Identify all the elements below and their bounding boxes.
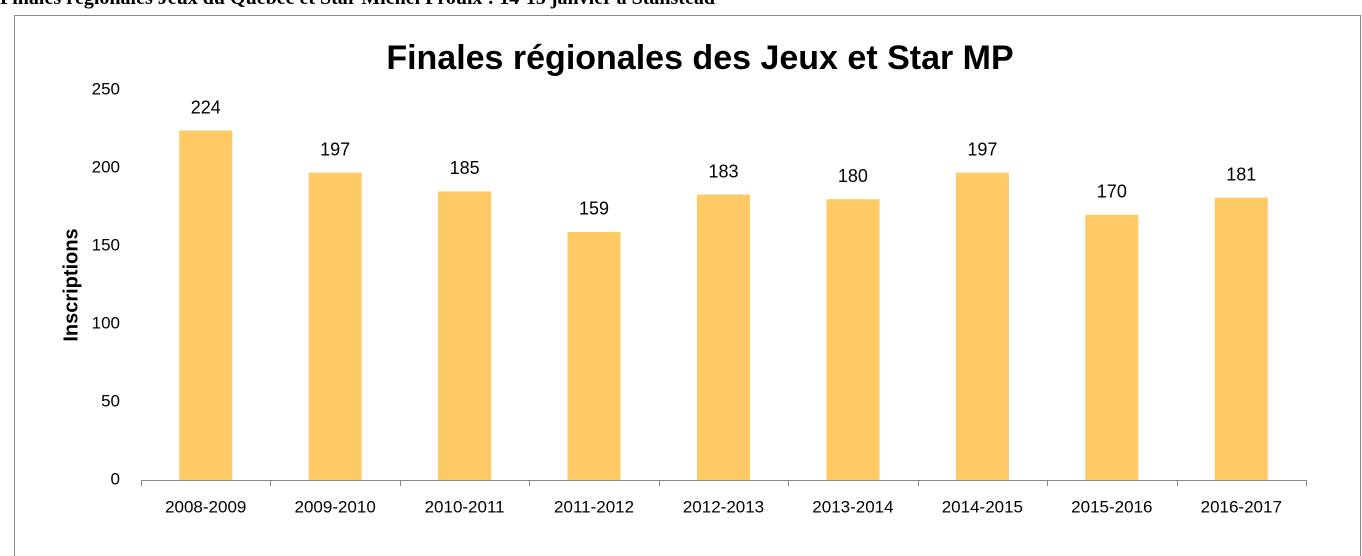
x-tick-label: 2015-2016 <box>1071 497 1152 516</box>
bar <box>1085 214 1139 481</box>
y-tick-label: 0 <box>111 469 120 488</box>
x-tick-label: 2014-2015 <box>942 497 1023 516</box>
x-tick-label: 2016-2017 <box>1201 497 1282 516</box>
x-tick-label: 2009-2010 <box>295 497 376 516</box>
value-label: 180 <box>838 166 868 186</box>
x-tick-label: 2013-2014 <box>812 497 893 516</box>
y-tick-label: 150 <box>92 235 120 254</box>
bar <box>1214 197 1268 480</box>
bar <box>826 199 880 480</box>
bar <box>567 231 621 480</box>
chart-title: Finales régionales des Jeux et Star MP <box>386 39 1013 77</box>
x-tick-label: 2012-2013 <box>683 497 764 516</box>
value-label: 224 <box>191 97 221 117</box>
value-label: 197 <box>967 139 997 159</box>
page-heading: Finales régionales Jeux du Québec et Sta… <box>0 0 715 10</box>
y-tick-label: 50 <box>101 391 120 410</box>
y-tick-label: 200 <box>92 157 120 176</box>
x-tick-label: 2008-2009 <box>165 497 246 516</box>
bar <box>308 172 362 480</box>
bar <box>955 172 1009 480</box>
x-tick-label: 2011-2012 <box>554 497 634 516</box>
value-label: 183 <box>708 161 738 181</box>
x-tick-label: 2010-2011 <box>425 497 505 516</box>
value-label: 159 <box>579 199 609 219</box>
bar <box>438 191 492 480</box>
bar <box>696 194 751 480</box>
y-axis-label: Inscriptions <box>60 228 82 341</box>
bar <box>179 130 233 480</box>
value-label: 181 <box>1226 164 1256 184</box>
value-label: 185 <box>450 158 480 178</box>
y-tick-label: 100 <box>92 313 120 332</box>
value-label: 170 <box>1097 182 1127 202</box>
y-tick-label: 250 <box>92 79 120 98</box>
value-label: 197 <box>320 139 350 159</box>
